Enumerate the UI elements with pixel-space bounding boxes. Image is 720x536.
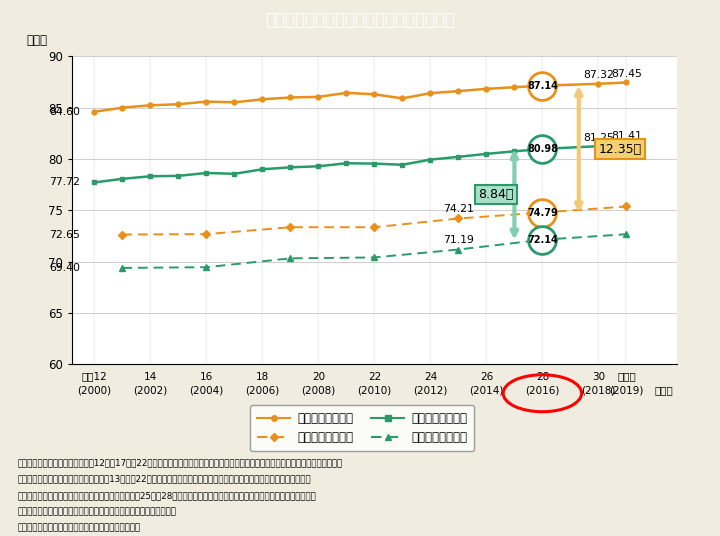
Text: 81.25: 81.25 <box>583 132 614 143</box>
Text: 28: 28 <box>536 371 549 382</box>
Text: 74.21: 74.21 <box>443 204 474 214</box>
Text: 16: 16 <box>199 371 213 382</box>
Text: 77.72: 77.72 <box>50 177 81 188</box>
Text: Ｉ－６－１図　平均对命と健康对命の推移: Ｉ－６－１図 平均对命と健康对命の推移 <box>265 11 455 29</box>
Text: (2010): (2010) <box>357 385 392 395</box>
Text: 24: 24 <box>424 371 437 382</box>
Text: 20: 20 <box>312 371 325 382</box>
Text: 12.35年: 12.35年 <box>598 143 642 155</box>
Text: (2004): (2004) <box>189 385 223 395</box>
Text: （年）: （年） <box>654 385 673 395</box>
Text: (2019): (2019) <box>609 385 644 395</box>
Text: (2008): (2008) <box>301 385 336 395</box>
Text: (2016): (2016) <box>525 385 559 395</box>
Legend: 平均对命（女性）, 健康对命（女性）, 平均对命（男性）, 健康对命（男性）: 平均对命（女性）, 健康对命（女性）, 平均对命（男性）, 健康对命（男性） <box>251 405 474 451</box>
Text: ２．　健康对命は，日常生活に制限のない期間。: ２． 健康对命は，日常生活に制限のない期間。 <box>18 524 141 533</box>
Text: 26: 26 <box>480 371 493 382</box>
Text: 74.79: 74.79 <box>527 207 558 218</box>
Text: 18: 18 <box>256 371 269 382</box>
Text: 22: 22 <box>368 371 381 382</box>
Text: 令和元: 令和元 <box>617 371 636 382</box>
Text: 87.45: 87.45 <box>611 69 642 79</box>
Text: 72.65: 72.65 <box>50 229 81 240</box>
Text: 71.19: 71.19 <box>443 235 474 245</box>
Text: （備考）１．　平均对命は，平成12年，17年，22年及びＯ７年は厚生労働省「完全生命表」，その他の年は厚生労働省「簡易生命表」: （備考）１． 平均对命は，平成12年，17年，22年及びＯ７年は厚生労働省「完全… <box>18 458 343 467</box>
Text: 平成12: 平成12 <box>81 371 107 382</box>
Text: より作成。健康对命は，平成13年かも22年は厚生労働科学研究費補助金「健康对命における将来予測と生活習慣: より作成。健康对命は，平成13年かも22年は厚生労働科学研究費補助金「健康对命に… <box>18 474 312 483</box>
Text: 病対策の費用対効果に関する研究」，平成25年，28年は厚生労働科学研究費補助金「健康对命及び地域格差の要因: 病対策の費用対効果に関する研究」，平成25年，28年は厚生労働科学研究費補助金「… <box>18 491 317 500</box>
Text: 87.32: 87.32 <box>583 70 614 80</box>
Text: (2000): (2000) <box>77 385 112 395</box>
Text: 81.41: 81.41 <box>611 131 642 141</box>
Text: 84.60: 84.60 <box>50 107 81 117</box>
Text: (2018): (2018) <box>581 385 616 395</box>
Text: 分析と健康増進対策の効果検証に関する研究」より作成。: 分析と健康増進対策の効果検証に関する研究」より作成。 <box>18 507 177 516</box>
Text: 69.40: 69.40 <box>50 263 81 273</box>
Text: (2006): (2006) <box>246 385 279 395</box>
Text: 80.98: 80.98 <box>527 144 558 154</box>
Text: 8.84年: 8.84年 <box>478 188 513 201</box>
Text: 14: 14 <box>144 371 157 382</box>
Text: (2014): (2014) <box>469 385 503 395</box>
Text: 72.14: 72.14 <box>527 235 558 245</box>
Text: 30: 30 <box>592 371 605 382</box>
Text: (2002): (2002) <box>133 385 168 395</box>
Text: (2012): (2012) <box>413 385 448 395</box>
Text: 87.14: 87.14 <box>527 80 558 91</box>
Text: （年）: （年） <box>27 34 48 47</box>
